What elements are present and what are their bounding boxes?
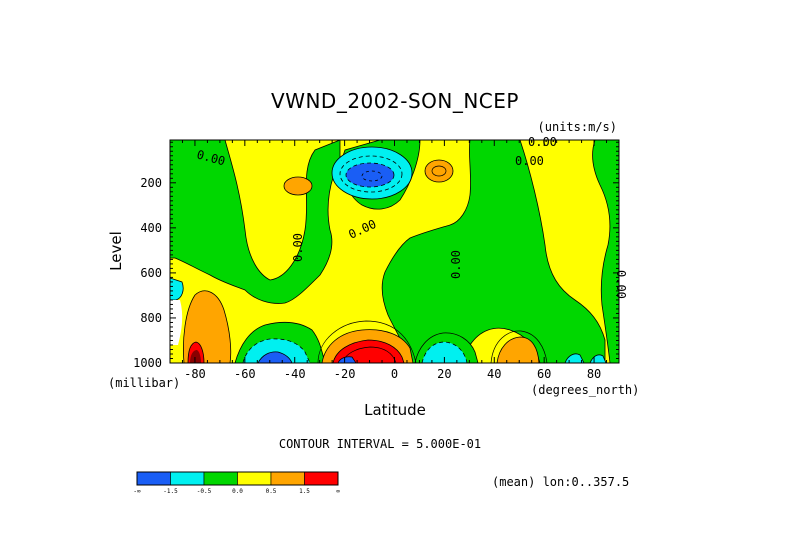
- cyan-polar-south: [170, 277, 184, 301]
- cyan-surface-south: [242, 338, 311, 363]
- negative-region-north: [592, 140, 619, 363]
- x-tick-label: 20: [437, 367, 451, 381]
- blue-equatorial-surface: [337, 356, 357, 363]
- cyan-surface-eq: [421, 341, 468, 363]
- x-axis-label: Latitude: [364, 401, 426, 419]
- contour-label: 0.00: [291, 233, 305, 262]
- colorbar-label: ∞: [336, 488, 340, 495]
- y-unit-label: (millibar): [108, 376, 180, 390]
- contour-line-2: [490, 330, 548, 363]
- cyan-surface-north: [564, 353, 607, 363]
- y-tick-label: 200: [140, 176, 162, 190]
- blue-surface-south: [257, 351, 293, 363]
- y-tick-label: 600: [140, 266, 162, 280]
- x-unit-label: (degrees_north): [531, 383, 639, 397]
- x-tick-label: 80: [587, 367, 601, 381]
- contour-label: 0.00: [528, 135, 557, 149]
- red-contour-inner: [341, 346, 397, 363]
- orange-north-surface: [496, 336, 540, 363]
- contour-line-1: [317, 320, 417, 363]
- orange-blob-2-inner: [431, 165, 447, 177]
- colorbar-label: 1.5: [299, 488, 310, 495]
- orange-blob-2: [424, 159, 454, 183]
- x-tick-label: -60: [234, 367, 256, 381]
- units-label: (units:m/s): [538, 120, 617, 134]
- y-tick-label: 800: [140, 311, 162, 325]
- contour-label: 0.00: [515, 154, 544, 168]
- chart-title: VWND_2002-SON_NCEP: [271, 89, 519, 113]
- footer-label: (mean) lon:0..357.5: [492, 475, 629, 489]
- x-tick-label: 60: [537, 367, 551, 381]
- colorbar-swatch: [136, 471, 171, 486]
- white-polar-gap: [170, 300, 183, 345]
- y-tick-label: 1000: [133, 356, 162, 370]
- colorbar-label: -0.5: [197, 488, 212, 495]
- colorbar-swatch: [270, 471, 305, 486]
- x-tick-label: 0: [391, 367, 398, 381]
- colorbar: -∞ -1.5 -0.5 0.0 0.5 1.5 ∞: [133, 471, 340, 495]
- contour-labels: 0.00 0.00 0.00 0.00 0.00 0.00 0.00: [195, 135, 628, 299]
- colorbar-swatch: [203, 471, 238, 486]
- colorbar-label: -∞: [133, 488, 141, 495]
- orange-blob-1: [283, 176, 313, 196]
- colorbar-frame: [136, 471, 339, 486]
- colorbar-swatch: [170, 471, 205, 486]
- colorbar-label: 0.5: [266, 488, 277, 495]
- contour-interval-label: CONTOUR INTERVAL = 5.000E-01: [279, 437, 481, 451]
- x-tick-label: -40: [284, 367, 306, 381]
- colorbar-label: -1.5: [163, 488, 178, 495]
- plot-area: [170, 140, 619, 363]
- contour-label: 0.00: [449, 250, 463, 279]
- y-tick-label: 400: [140, 221, 162, 235]
- colorbar-swatch: [304, 471, 339, 486]
- y-axis-label: Level: [107, 231, 125, 271]
- contour-label: 0.00: [614, 270, 628, 299]
- x-tick-label: -20: [334, 367, 356, 381]
- blue-core-center: [361, 170, 383, 182]
- colorbar-swatch: [237, 471, 272, 486]
- colorbar-label: 0.0: [232, 488, 243, 495]
- axes: -80 -60 -40 -20 0 20 40 60 80 200 400 600 800 1000: [133, 140, 620, 381]
- x-tick-label: -80: [184, 367, 206, 381]
- dark-polar-south: [190, 350, 201, 363]
- x-tick-label: 40: [487, 367, 501, 381]
- negative-region-south: [170, 140, 341, 304]
